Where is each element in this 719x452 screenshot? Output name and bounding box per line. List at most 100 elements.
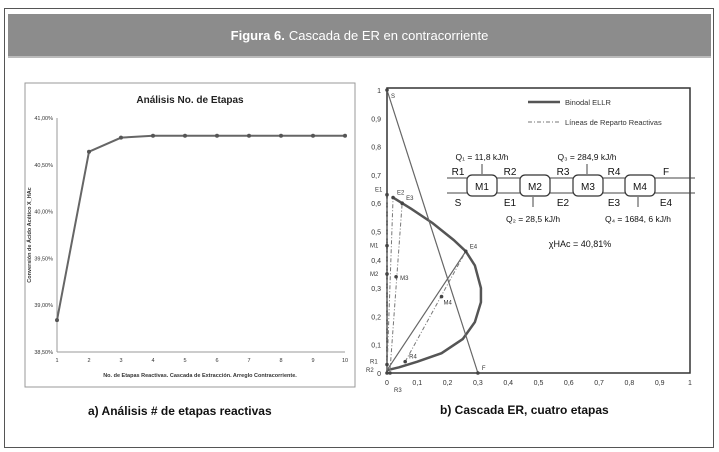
point-label: M2 — [370, 272, 379, 278]
stream-label: R1 — [452, 167, 465, 178]
point-label: S — [391, 94, 395, 100]
chart-a-xlabel: No. de Etapas Reactivas. Cascada de Extr… — [103, 373, 297, 379]
x-tick-label: 0,9 — [655, 380, 665, 387]
x-tick-label: 7 — [247, 358, 250, 364]
point-r4 — [403, 359, 407, 364]
x-tick-label: 1 — [688, 380, 692, 387]
point-m4 — [439, 294, 444, 299]
point-label: R4 — [409, 355, 417, 361]
point-r3 — [388, 371, 392, 375]
module-label: M4 — [633, 182, 647, 193]
x-tick-label: 1 — [55, 358, 58, 364]
point-e4 — [463, 249, 468, 254]
chart-b-plot-frame — [386, 87, 691, 374]
stream-label: E1 — [504, 198, 517, 209]
x-tick-label: 0,2 — [443, 380, 453, 387]
x-tick-label: 2 — [87, 358, 90, 364]
stream-label: E4 — [660, 198, 673, 209]
y-tick-label: 0 — [377, 371, 381, 378]
y-tick-label: 0,1 — [371, 343, 381, 350]
point-label: E2 — [397, 191, 405, 197]
point-label: M4 — [444, 301, 453, 307]
point-e2 — [391, 195, 395, 200]
figure-frame — [4, 8, 714, 448]
module-m2 — [519, 174, 551, 197]
module-label: M2 — [528, 182, 542, 193]
x-tick-label: 0,3 — [473, 380, 483, 387]
y-tick-label: 40,50% — [34, 163, 53, 169]
binodal-curve — [386, 196, 483, 372]
chart-a-border — [24, 82, 356, 388]
y-tick-label: 0,3 — [371, 286, 381, 293]
point-r2 — [385, 371, 389, 375]
point-m3 — [394, 274, 398, 279]
point-m1 — [385, 243, 389, 248]
x-tick-label: 3 — [119, 358, 122, 364]
data-point — [119, 135, 123, 140]
heat-duty-q4: Q₄ = 1684, 6 kJ/h — [605, 214, 671, 224]
point-label: E1 — [375, 188, 383, 194]
data-point — [151, 133, 155, 138]
data-point — [247, 133, 251, 138]
figure-header: Figura 6. Cascada de ER en contracorrient… — [8, 14, 711, 58]
legend-binodal: Binodal ELLR — [565, 98, 611, 107]
point-m2 — [385, 272, 389, 276]
point-label: R2 — [366, 368, 374, 374]
point-label: R1 — [370, 360, 378, 366]
point-label: M1 — [370, 244, 379, 250]
heat-duty-q1: Q₁ = 11,8 kJ/h — [455, 152, 508, 162]
y-tick-label: 38,50% — [34, 350, 53, 356]
figure-title: Cascada de ER en contracorriente — [288, 27, 489, 43]
series-line — [56, 134, 345, 321]
module-m4 — [624, 174, 656, 197]
tie-line — [386, 197, 394, 371]
chart-a-ylabel: Conversión de Ácido Acético X_HAc — [26, 187, 33, 282]
y-tick-label: 39,00% — [34, 303, 53, 309]
y-tick-label: 0,9 — [371, 116, 381, 123]
heat-duty-q2: Q₂ = 28,5 kJ/h — [506, 214, 560, 224]
chart-a-title: Análisis No. de Etapas — [136, 95, 244, 106]
x-tick-label: 0,8 — [625, 380, 635, 387]
stream-label: F — [663, 167, 669, 178]
y-tick-label: 0,2 — [371, 314, 381, 321]
y-tick-label: 0,6 — [371, 201, 381, 208]
legend-tie: Líneas de Reparto Reactivas — [565, 118, 662, 127]
point-e1 — [385, 192, 389, 197]
stream-label: R4 — [608, 167, 621, 178]
stream-label: R3 — [557, 167, 570, 178]
stream-label: E2 — [557, 198, 570, 209]
figure-label: Figura 6. — [230, 27, 285, 43]
x-tick-label: 8 — [279, 358, 282, 364]
data-point — [87, 149, 91, 154]
data-point — [279, 133, 283, 138]
y-tick-label: 39,50% — [34, 256, 53, 262]
y-tick-label: 1 — [377, 88, 381, 95]
point-label: M3 — [400, 276, 409, 282]
x-tick-label: 5 — [183, 358, 186, 364]
data-point — [215, 133, 219, 138]
x-tick-label: 4 — [151, 358, 154, 364]
conversion-label: χHAc = 40,81% — [549, 239, 612, 249]
point-label: E3 — [406, 196, 414, 202]
stream-label: R2 — [504, 167, 517, 178]
tie-line — [389, 203, 403, 371]
point-e3 — [400, 201, 404, 205]
point-label: R3 — [394, 388, 402, 394]
y-tick-label: 0,5 — [371, 230, 381, 237]
y-tick-label: 0,8 — [371, 145, 381, 152]
heat-duty-q3: Q₃ = 284,9 kJ/h — [558, 152, 617, 162]
x-tick-label: 9 — [311, 358, 314, 364]
mixing-line — [386, 250, 467, 371]
data-point — [311, 133, 315, 138]
data-point — [343, 133, 347, 138]
module-m3 — [572, 174, 604, 197]
x-tick-label: 10 — [342, 358, 348, 364]
point-r1 — [385, 362, 389, 367]
x-tick-label: 6 — [215, 358, 218, 364]
data-point — [183, 133, 187, 138]
x-tick-label: 0 — [385, 380, 389, 387]
x-tick-label: 0,7 — [594, 380, 604, 387]
stream-label: S — [455, 198, 462, 209]
tie-line — [404, 251, 467, 362]
